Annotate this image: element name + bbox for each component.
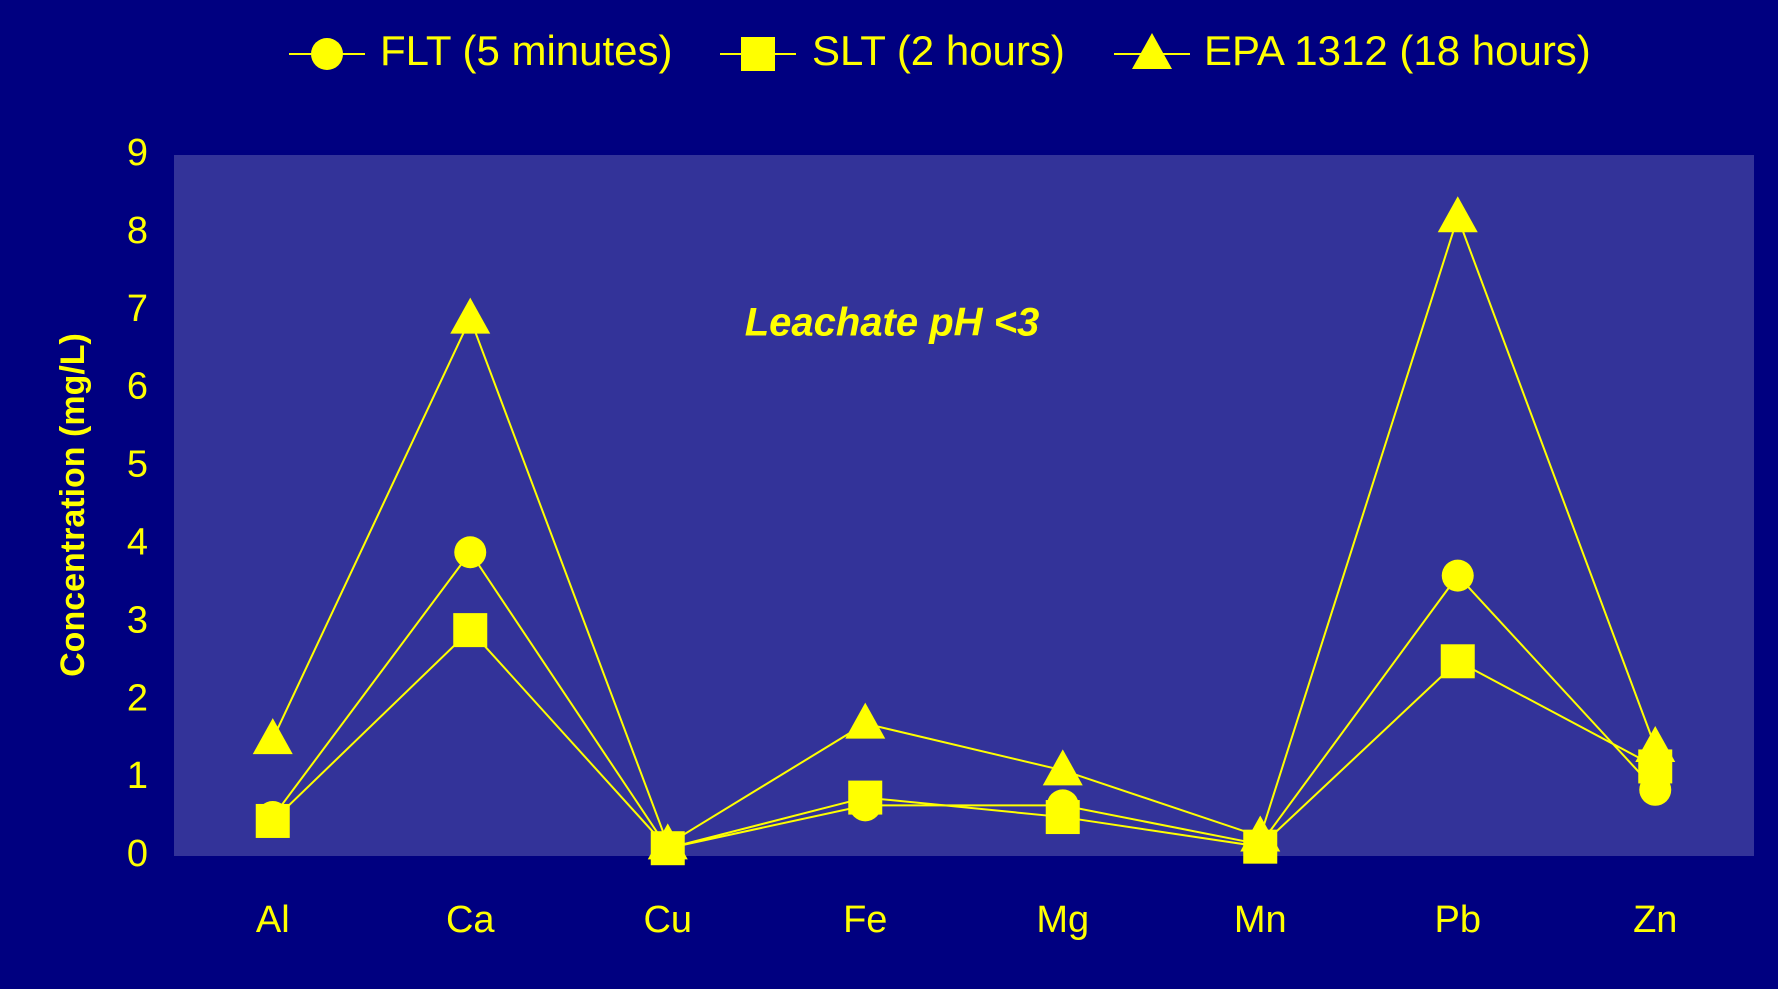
marker [450, 297, 491, 334]
legend-label: FLT (5 minutes) [380, 27, 673, 74]
y-tick-label: 0 [127, 833, 148, 875]
series-line [271, 550, 1656, 850]
legend-label: SLT (2 hours) [812, 27, 1065, 74]
y-tick-label: 2 [127, 677, 148, 719]
marker [1441, 559, 1474, 592]
marker [1045, 800, 1080, 835]
legend-label: EPA 1312 (18 hours) [1204, 27, 1591, 74]
marker [1042, 749, 1083, 786]
y-tick-label: 5 [127, 444, 148, 486]
y-tick-label: 9 [127, 132, 148, 174]
marker [845, 702, 886, 739]
x-tick-label: Cu [643, 899, 692, 941]
legend-marker [1132, 33, 1172, 69]
marker [255, 803, 290, 838]
marker [1635, 725, 1676, 762]
marker [647, 823, 688, 860]
legend-marker [311, 38, 343, 70]
x-tick-label: Zn [1633, 899, 1677, 941]
x-tick-label: Al [256, 899, 290, 941]
y-tick-label: 7 [127, 288, 148, 330]
x-tick-label: Mg [1036, 899, 1089, 941]
y-axis-label: Concentration (mg/L) [54, 333, 92, 677]
marker [454, 536, 487, 569]
annotation: Leachate pH <3 [745, 301, 1040, 345]
x-tick-label: Ca [446, 899, 495, 941]
y-tick-label: 6 [127, 366, 148, 408]
y-tick-label: 4 [127, 521, 148, 563]
legend-marker [741, 37, 775, 71]
x-tick-label: Mn [1234, 899, 1287, 941]
marker [453, 613, 488, 648]
marker [1240, 815, 1281, 852]
x-tick-label: Fe [843, 899, 887, 941]
marker [848, 780, 883, 815]
marker [1440, 644, 1475, 679]
x-tick-label: Pb [1435, 899, 1481, 941]
marker [252, 718, 293, 755]
plot-area [174, 155, 1754, 856]
y-tick-label: 8 [127, 210, 148, 252]
y-tick-label: 1 [127, 755, 148, 797]
series-line [272, 628, 1656, 850]
y-tick-label: 3 [127, 599, 148, 641]
series-line [271, 214, 1657, 846]
marker [1437, 196, 1478, 233]
